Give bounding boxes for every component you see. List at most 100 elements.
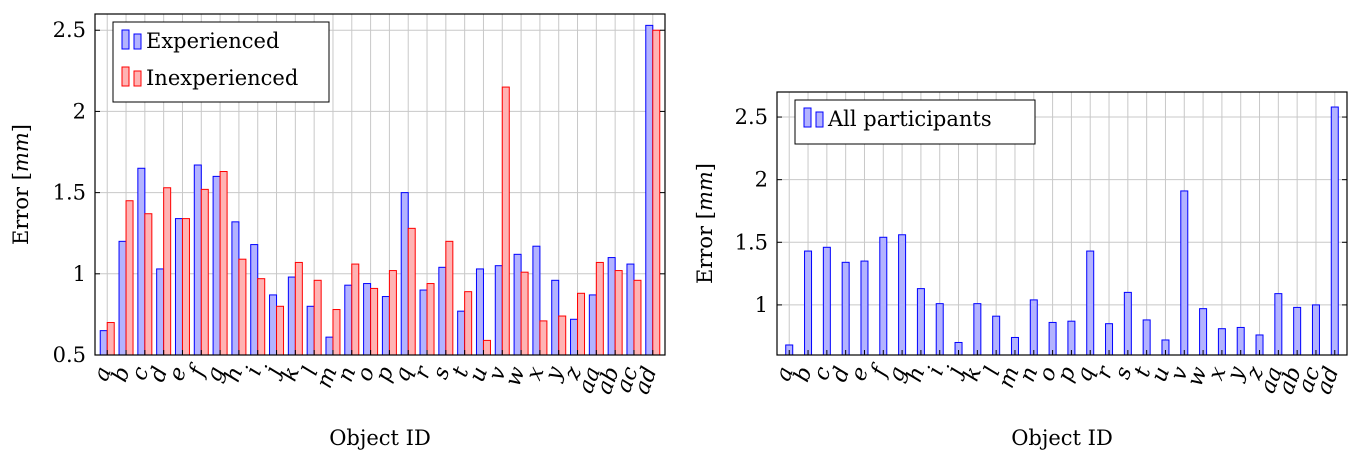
y-tick-label: 2 bbox=[73, 99, 86, 123]
legend-swatch bbox=[133, 33, 142, 50]
bar-inexperienced-q bbox=[407, 227, 416, 356]
bar-inexperienced-aa bbox=[595, 261, 604, 356]
bar-inexperienced-l bbox=[313, 279, 322, 356]
bar-all-participants-h bbox=[916, 288, 925, 356]
bar-inexperienced-e bbox=[181, 218, 190, 356]
bar-all-participants-n bbox=[1029, 299, 1038, 356]
y-tick-label: 1 bbox=[755, 293, 768, 317]
bar-experienced-s bbox=[438, 266, 447, 356]
legend-label: Inexperienced bbox=[146, 66, 298, 90]
bar-experienced-h bbox=[231, 221, 240, 356]
bar-inexperienced-f bbox=[200, 188, 209, 356]
legend-swatch bbox=[121, 66, 130, 87]
bar-experienced-z bbox=[570, 318, 579, 356]
chart-experience-comparison: 0.511.522.5abcdefghijklmnopqrstuvwxyzaaa… bbox=[9, 13, 666, 450]
x-axis-title: Object ID bbox=[1011, 426, 1113, 450]
y-tick-label: 1.5 bbox=[53, 181, 86, 205]
bar-inexperienced-i bbox=[257, 278, 266, 356]
bar-all-participants-e bbox=[860, 260, 869, 356]
bar-experienced-y bbox=[551, 279, 560, 356]
bar-all-participants-i bbox=[935, 303, 944, 356]
bar-experienced-ac bbox=[626, 263, 635, 356]
bar-inexperienced-k bbox=[294, 261, 303, 356]
chart-all-participants: 11.522.5abcdefghijklmnopqrstuvwxyzaaabac… bbox=[693, 91, 1348, 450]
bar-experienced-q bbox=[400, 192, 409, 356]
bar-inexperienced-c bbox=[144, 213, 153, 356]
bar-experienced-f bbox=[193, 164, 202, 356]
bar-all-participants-s bbox=[1123, 291, 1132, 356]
bar-all-participants-v bbox=[1180, 190, 1189, 356]
bar-experienced-t bbox=[457, 310, 466, 356]
bar-inexperienced-v bbox=[501, 86, 510, 356]
bar-experienced-l bbox=[306, 305, 315, 356]
legend-swatch bbox=[803, 107, 812, 128]
y-tick-label: 2.5 bbox=[53, 18, 86, 42]
legend: Experienced Inexperienced bbox=[112, 21, 330, 103]
bar-experienced-c bbox=[137, 167, 146, 356]
bar-all-participants-ab bbox=[1293, 306, 1302, 356]
bar-experienced-i bbox=[250, 244, 259, 356]
bar-experienced-o bbox=[363, 283, 372, 356]
bar-inexperienced-p bbox=[388, 270, 397, 356]
bar-all-participants-p bbox=[1067, 320, 1076, 356]
bar-all-participants-f bbox=[879, 236, 888, 356]
bar-inexperienced-h bbox=[238, 258, 247, 356]
bar-inexperienced-ac bbox=[633, 279, 642, 356]
bar-experienced-j bbox=[269, 294, 278, 356]
bar-experienced-ab bbox=[607, 257, 616, 356]
bar-experienced-u bbox=[475, 268, 484, 356]
bar-all-participants-l bbox=[992, 315, 1001, 356]
legend-swatch bbox=[133, 70, 142, 87]
bar-inexperienced-o bbox=[370, 287, 379, 356]
bar-experienced-m bbox=[325, 336, 334, 356]
bar-all-participants-c bbox=[822, 246, 831, 356]
bar-inexperienced-j bbox=[276, 305, 285, 356]
legend-swatch bbox=[815, 111, 824, 128]
bar-inexperienced-u bbox=[482, 339, 491, 356]
legend-box bbox=[112, 21, 330, 103]
y-tick-label: 0.5 bbox=[53, 343, 86, 367]
bar-all-participants-aa bbox=[1274, 293, 1283, 356]
bar-inexperienced-b bbox=[125, 200, 134, 356]
bar-inexperienced-n bbox=[351, 263, 360, 356]
legend-box bbox=[794, 99, 1036, 145]
legend: All participants bbox=[794, 99, 1036, 145]
plot-frame bbox=[776, 91, 1348, 356]
bar-all-participants-ad bbox=[1330, 106, 1339, 356]
legend-swatch bbox=[121, 29, 130, 50]
bar-all-participants-w bbox=[1199, 308, 1208, 356]
bar-inexperienced-g bbox=[219, 171, 228, 356]
bar-all-participants-d bbox=[841, 261, 850, 356]
bar-inexperienced-ab bbox=[614, 270, 623, 356]
legend-label: All participants bbox=[827, 107, 992, 131]
bar-experienced-d bbox=[156, 268, 165, 356]
y-tick-label: 1 bbox=[73, 262, 86, 286]
y-axis-title: Error [mm] bbox=[693, 163, 717, 284]
bar-inexperienced-x bbox=[539, 320, 548, 356]
bar-experienced-ad bbox=[645, 24, 654, 356]
bar-inexperienced-d bbox=[163, 187, 172, 356]
bar-experienced-g bbox=[212, 175, 221, 356]
bar-all-participants-ac bbox=[1311, 304, 1320, 356]
bar-all-participants-t bbox=[1142, 319, 1151, 356]
bar-inexperienced-m bbox=[332, 309, 341, 356]
legend-label: Experienced bbox=[146, 29, 279, 53]
bar-experienced-a bbox=[99, 330, 108, 356]
bar-all-participants-b bbox=[804, 250, 813, 356]
bar-experienced-k bbox=[287, 276, 296, 356]
bar-experienced-aa bbox=[588, 294, 597, 356]
bar-inexperienced-s bbox=[445, 240, 454, 356]
bar-inexperienced-ad bbox=[652, 29, 661, 356]
bar-inexperienced-t bbox=[464, 291, 473, 356]
bar-all-participants-k bbox=[973, 303, 982, 356]
y-tick-label: 2 bbox=[755, 168, 768, 192]
bar-experienced-n bbox=[344, 284, 353, 356]
bar-experienced-e bbox=[174, 218, 183, 356]
bar-all-participants-q bbox=[1086, 250, 1095, 356]
plot-frame bbox=[94, 13, 666, 356]
bar-inexperienced-r bbox=[426, 283, 435, 356]
y-axis-title: Error [mm] bbox=[9, 124, 33, 245]
bar-experienced-w bbox=[513, 253, 522, 356]
bar-inexperienced-z bbox=[577, 292, 586, 356]
